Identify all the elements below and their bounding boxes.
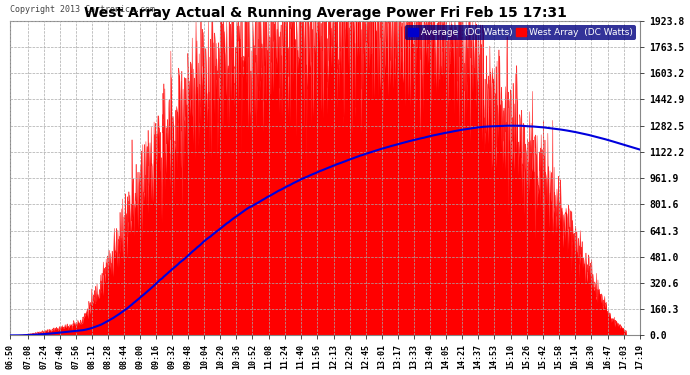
Text: Copyright 2013 Cartronics.com: Copyright 2013 Cartronics.com [10, 5, 155, 14]
Legend: Average  (DC Watts), West Array  (DC Watts): Average (DC Watts), West Array (DC Watts… [405, 25, 635, 40]
Title: West Array Actual & Running Average Power Fri Feb 15 17:31: West Array Actual & Running Average Powe… [83, 6, 566, 20]
